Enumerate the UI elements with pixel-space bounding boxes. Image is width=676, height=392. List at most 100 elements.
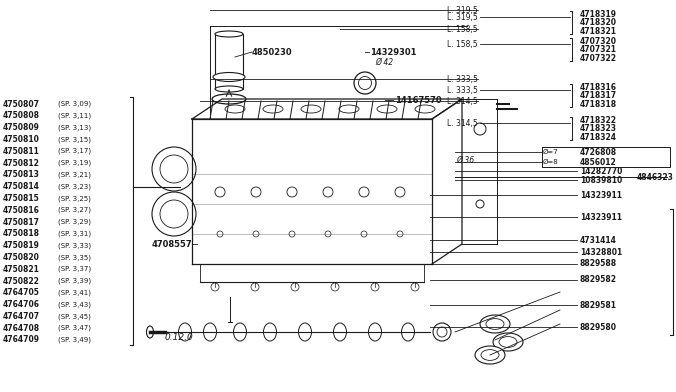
Ellipse shape (147, 326, 153, 338)
Ellipse shape (481, 350, 499, 360)
Circle shape (217, 231, 223, 237)
Text: (SP. 3,13): (SP. 3,13) (58, 124, 91, 131)
Circle shape (152, 192, 196, 236)
Text: 4707322: 4707322 (580, 53, 617, 62)
Circle shape (251, 283, 259, 291)
Ellipse shape (475, 346, 505, 364)
Ellipse shape (233, 323, 247, 341)
Circle shape (397, 231, 403, 237)
Ellipse shape (486, 319, 504, 329)
Text: (SP. 3,45): (SP. 3,45) (58, 313, 91, 319)
Text: 4764707: 4764707 (3, 312, 40, 321)
Ellipse shape (178, 323, 191, 341)
Circle shape (211, 283, 219, 291)
Text: Ø=8: Ø=8 (543, 159, 559, 165)
Ellipse shape (299, 323, 312, 341)
Text: 14328801: 14328801 (580, 247, 622, 256)
Text: Ø 36: Ø 36 (456, 156, 474, 165)
Ellipse shape (215, 86, 243, 92)
Text: 4750820: 4750820 (3, 253, 40, 262)
Text: L. 333,5: L. 333,5 (447, 74, 478, 83)
Text: 0.12.0: 0.12.0 (165, 332, 194, 341)
Text: 4750819: 4750819 (3, 241, 40, 250)
Text: (SP. 3,25): (SP. 3,25) (58, 195, 91, 201)
Text: (SP. 3,47): (SP. 3,47) (58, 325, 91, 332)
Text: (SP. 3,29): (SP. 3,29) (58, 219, 91, 225)
Text: 4750814: 4750814 (3, 182, 40, 191)
Text: 4708557: 4708557 (152, 240, 193, 249)
FancyBboxPatch shape (215, 34, 243, 89)
Text: 4750807: 4750807 (3, 100, 40, 109)
Ellipse shape (263, 105, 283, 113)
Text: 4718324: 4718324 (580, 132, 617, 142)
Circle shape (331, 283, 339, 291)
Text: (SP. 3,49): (SP. 3,49) (58, 337, 91, 343)
Ellipse shape (339, 105, 359, 113)
Ellipse shape (402, 323, 414, 341)
Text: (SP. 3,39): (SP. 3,39) (58, 278, 91, 284)
Text: 8829580: 8829580 (580, 323, 617, 332)
Circle shape (474, 123, 486, 135)
Text: 14167570: 14167570 (395, 96, 441, 105)
Text: L. 319,5: L. 319,5 (448, 5, 478, 15)
Text: 4718323: 4718323 (580, 124, 617, 133)
Text: 8829588: 8829588 (580, 260, 617, 269)
Text: 4750817: 4750817 (3, 218, 40, 227)
Circle shape (287, 187, 297, 197)
Ellipse shape (215, 31, 243, 37)
Circle shape (323, 187, 333, 197)
Text: 4750816: 4750816 (3, 206, 40, 215)
Text: (SP. 3,15): (SP. 3,15) (58, 136, 91, 143)
Text: (SP. 3,19): (SP. 3,19) (58, 160, 91, 166)
Text: 14282770: 14282770 (580, 167, 623, 176)
Text: (SP. 3,27): (SP. 3,27) (58, 207, 91, 214)
Ellipse shape (301, 105, 321, 113)
Ellipse shape (264, 323, 276, 341)
Text: 4750809: 4750809 (3, 123, 40, 132)
Text: 4764709: 4764709 (3, 336, 40, 345)
Text: 4764705: 4764705 (3, 288, 40, 297)
Circle shape (291, 283, 299, 291)
Text: 4726808: 4726808 (580, 147, 617, 156)
Text: 4750813: 4750813 (3, 170, 40, 179)
Text: L. 314,5: L. 314,5 (448, 96, 478, 105)
Text: 4707320: 4707320 (580, 36, 617, 45)
Circle shape (215, 187, 225, 197)
Text: 14323911: 14323911 (580, 212, 622, 221)
Ellipse shape (437, 327, 447, 337)
Text: (SP. 3,11): (SP. 3,11) (58, 113, 91, 119)
Text: 8829581: 8829581 (580, 301, 617, 310)
Ellipse shape (415, 105, 435, 113)
Text: (SP. 3,37): (SP. 3,37) (58, 266, 91, 272)
Ellipse shape (493, 333, 523, 351)
Circle shape (251, 187, 261, 197)
Text: 4718318: 4718318 (580, 100, 617, 109)
Text: 4718320: 4718320 (580, 18, 617, 27)
Text: 4750808: 4750808 (3, 111, 40, 120)
Text: 4750818: 4750818 (3, 229, 40, 238)
Ellipse shape (433, 323, 451, 341)
Text: L. 158,5: L. 158,5 (448, 40, 478, 49)
Circle shape (371, 283, 379, 291)
Text: (SP. 3,09): (SP. 3,09) (58, 101, 91, 107)
Text: 4750811: 4750811 (3, 147, 40, 156)
Ellipse shape (212, 94, 246, 104)
Text: (SP. 3,21): (SP. 3,21) (58, 172, 91, 178)
Text: Ø 42: Ø 42 (375, 58, 393, 67)
Text: L. 333,5: L. 333,5 (447, 85, 478, 94)
Text: 14323911: 14323911 (580, 191, 622, 200)
Text: 4764706: 4764706 (3, 300, 40, 309)
Ellipse shape (480, 315, 510, 333)
Text: 4731414: 4731414 (580, 236, 617, 245)
Text: 4750810: 4750810 (3, 135, 40, 144)
Text: 8829582: 8829582 (580, 276, 617, 285)
Circle shape (476, 200, 484, 208)
Circle shape (411, 283, 419, 291)
Ellipse shape (213, 73, 245, 82)
Circle shape (361, 231, 367, 237)
Text: 4718321: 4718321 (580, 27, 617, 36)
Ellipse shape (354, 72, 376, 94)
Circle shape (253, 231, 259, 237)
Text: 4856012: 4856012 (580, 158, 617, 167)
Ellipse shape (203, 323, 216, 341)
